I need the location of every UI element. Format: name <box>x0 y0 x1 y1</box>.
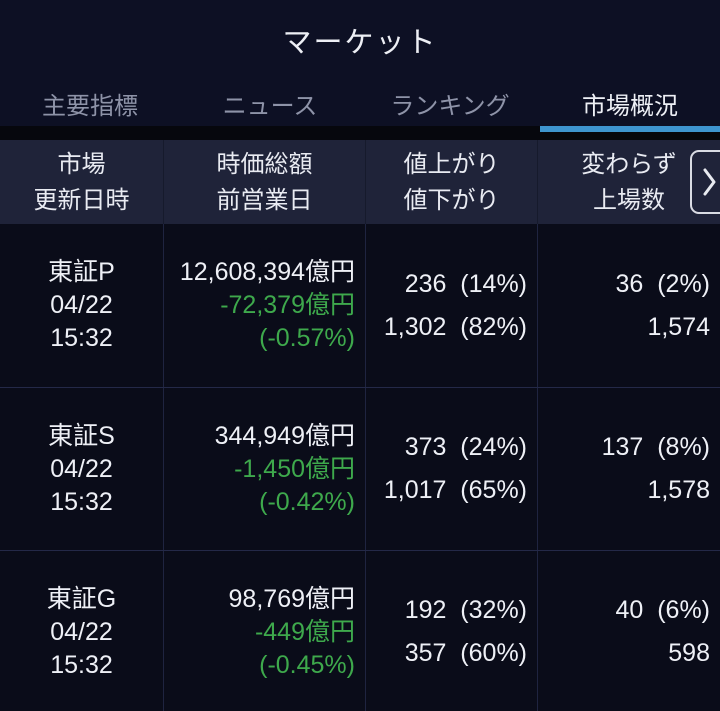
unchanged-value: 137 (8%) <box>601 433 710 461</box>
market-cap-value: 344,949億円 <box>214 421 355 450</box>
update-date: 04/22 <box>50 291 113 319</box>
update-date: 04/22 <box>50 454 113 483</box>
column-header-unchanged-listed: 変わらず 上場数 <box>538 140 720 224</box>
table-header-row: 市場 更新日時 時価総額 前営業日 値上がり 値下がり 変わらず 上場数 <box>0 140 720 224</box>
market-cell: 東証S 04/22 15:32 <box>0 388 164 550</box>
decliners-value: 1,302 (82%) <box>383 312 527 341</box>
decliners-value: 1,017 (65%) <box>383 476 527 504</box>
header-line: 上場数 <box>593 186 665 214</box>
market-cap-change: -449億円 <box>254 617 355 646</box>
scroll-right-button[interactable] <box>690 150 720 214</box>
table-row-tse-growth[interactable]: 東証G 04/22 15:32 98,769億円 -449億円 (-0.45%)… <box>0 550 720 711</box>
market-name: 東証S <box>48 421 115 450</box>
table-row-tse-prime[interactable]: 東証P 04/22 15:32 12,608,394億円 -72,379億円 (… <box>0 224 720 387</box>
advancers-decliners-cell: 236 (14%) 1,302 (82%) <box>366 224 538 387</box>
tab-label: ランキング <box>390 92 510 120</box>
unchanged-listed-cell: 137 (8%) 1,578 <box>538 388 720 550</box>
update-time: 15:32 <box>50 324 113 352</box>
unchanged-listed-cell: 40 (6%) 598 <box>538 551 720 711</box>
unchanged-value: 40 (6%) <box>615 596 710 624</box>
tab-label: 市場概況 <box>582 92 678 120</box>
unchanged-value: 36 (2%) <box>615 269 710 298</box>
active-tab-underline <box>540 126 720 132</box>
advancers-value: 373 (24%) <box>404 433 527 461</box>
advancers-decliners-cell: 192 (32%) 357 (60%) <box>366 551 538 711</box>
tab-key-indicators[interactable]: 主要指標 <box>0 80 180 126</box>
update-time: 15:32 <box>50 650 113 679</box>
column-header-market-cap: 時価総額 前営業日 <box>164 140 366 224</box>
market-cap-change: -72,379億円 <box>220 291 355 319</box>
market-cap-value: 98,769億円 <box>228 584 355 613</box>
page-title: マーケット <box>282 27 438 59</box>
column-header-market: 市場 更新日時 <box>0 140 164 224</box>
advancers-value: 236 (14%) <box>404 269 527 298</box>
tab-bar-divider <box>0 126 720 140</box>
market-cap-change: -1,450億円 <box>234 454 355 483</box>
market-name: 東証G <box>46 584 117 613</box>
market-cap-change-pct: (-0.42%) <box>259 487 355 516</box>
update-date: 04/22 <box>50 617 113 646</box>
market-cell: 東証G 04/22 15:32 <box>0 551 164 711</box>
table-row-tse-standard[interactable]: 東証S 04/22 15:32 344,949億円 -1,450億円 (-0.4… <box>0 387 720 550</box>
header-line: 市場 <box>57 150 106 178</box>
market-table-body: 東証P 04/22 15:32 12,608,394億円 -72,379億円 (… <box>0 224 720 711</box>
market-cap-value: 12,608,394億円 <box>179 258 355 286</box>
market-cap-cell: 344,949億円 -1,450億円 (-0.42%) <box>164 388 366 550</box>
update-time: 15:32 <box>50 487 113 516</box>
tab-market-overview[interactable]: 市場概況 <box>540 80 720 126</box>
market-name: 東証P <box>48 258 115 286</box>
tab-ranking[interactable]: ランキング <box>360 80 540 126</box>
header-line: 前営業日 <box>216 186 313 214</box>
tab-bar: 主要指標 ニュース ランキング 市場概況 <box>0 80 720 126</box>
market-cap-change-pct: (-0.57%) <box>259 324 355 352</box>
tab-label: 主要指標 <box>42 92 138 120</box>
header-line: 変わらず <box>581 150 677 178</box>
tab-label: ニュース <box>222 92 318 120</box>
market-cap-cell: 12,608,394億円 -72,379億円 (-0.57%) <box>164 224 366 387</box>
market-cap-change-pct: (-0.45%) <box>259 650 355 679</box>
market-cap-cell: 98,769億円 -449億円 (-0.45%) <box>164 551 366 711</box>
header-line: 値上がり <box>403 150 500 178</box>
decliners-value: 357 (60%) <box>404 639 527 667</box>
chevron-right-icon <box>703 168 716 196</box>
header-line: 時価総額 <box>216 150 313 178</box>
column-header-advancers-decliners: 値上がり 値下がり <box>366 140 538 224</box>
header-line: 値下がり <box>403 186 500 214</box>
listed-count: 1,578 <box>647 476 710 504</box>
advancers-decliners-cell: 373 (24%) 1,017 (65%) <box>366 388 538 550</box>
advancers-value: 192 (32%) <box>404 596 527 624</box>
header-line: 更新日時 <box>33 186 130 214</box>
listed-count: 598 <box>668 639 710 667</box>
unchanged-listed-cell: 36 (2%) 1,574 <box>538 224 720 387</box>
tab-news[interactable]: ニュース <box>180 80 360 126</box>
listed-count: 1,574 <box>647 312 710 341</box>
market-cell: 東証P 04/22 15:32 <box>0 224 164 387</box>
